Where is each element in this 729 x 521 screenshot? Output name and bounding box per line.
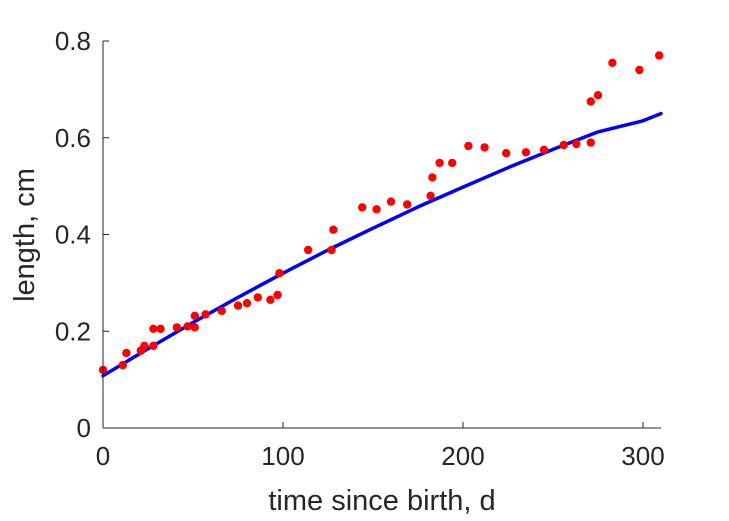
data-point (140, 341, 149, 350)
data-point (201, 310, 210, 319)
data-point (372, 205, 381, 214)
y-tick-label: 0.4 (55, 220, 91, 250)
data-point (242, 299, 252, 308)
data-point (559, 140, 568, 150)
x-tick-label: 300 (621, 441, 664, 471)
data-point (480, 143, 489, 152)
y-tick-label: 0.6 (55, 123, 91, 153)
data-point (386, 197, 396, 206)
y-tick-label: 0.2 (55, 316, 91, 346)
data-point (149, 324, 158, 333)
data-point (327, 245, 336, 255)
data-point (655, 51, 664, 60)
data-point (122, 348, 131, 358)
data-point (253, 293, 262, 302)
data-point (233, 301, 243, 310)
x-axis-label: time since birth, d (268, 485, 495, 517)
data-point (539, 145, 549, 154)
data-point (183, 322, 192, 331)
data-point (403, 200, 412, 209)
data-point (118, 360, 128, 370)
data-point (217, 306, 226, 316)
data-point (586, 97, 595, 106)
data-point (464, 141, 473, 151)
data-point (149, 341, 158, 350)
data-point (190, 311, 199, 320)
data-point (593, 91, 603, 100)
x-tick-label: 0 (96, 441, 110, 471)
data-point (190, 323, 199, 332)
y-axis-label: length, cm (9, 168, 41, 302)
fit-line (101, 111, 663, 378)
data-point (266, 295, 275, 304)
data-point (521, 148, 531, 157)
x-axis-ticks: 0 100 200 300 (96, 422, 665, 471)
data-point (329, 225, 338, 234)
data-point (608, 58, 617, 67)
data-point (273, 290, 282, 300)
data-point (635, 65, 644, 75)
data-point (502, 149, 511, 158)
plot-area (98, 51, 664, 378)
data-point (172, 323, 181, 332)
x-tick-label: 100 (261, 441, 304, 471)
data-point (426, 191, 435, 200)
data-point (572, 139, 581, 149)
y-axis-ticks: 0 0.2 0.4 0.6 0.8 (55, 26, 109, 443)
data-point (304, 245, 313, 255)
data-point (156, 324, 165, 333)
y-tick-label: 0.8 (55, 26, 91, 56)
x-tick-label: 200 (441, 441, 484, 471)
data-point (275, 269, 284, 278)
data-point (448, 158, 457, 168)
data-point (586, 138, 595, 147)
data-point (435, 158, 444, 168)
y-tick-label: 0 (77, 413, 91, 443)
data-point (428, 173, 437, 182)
data-point (358, 203, 367, 212)
